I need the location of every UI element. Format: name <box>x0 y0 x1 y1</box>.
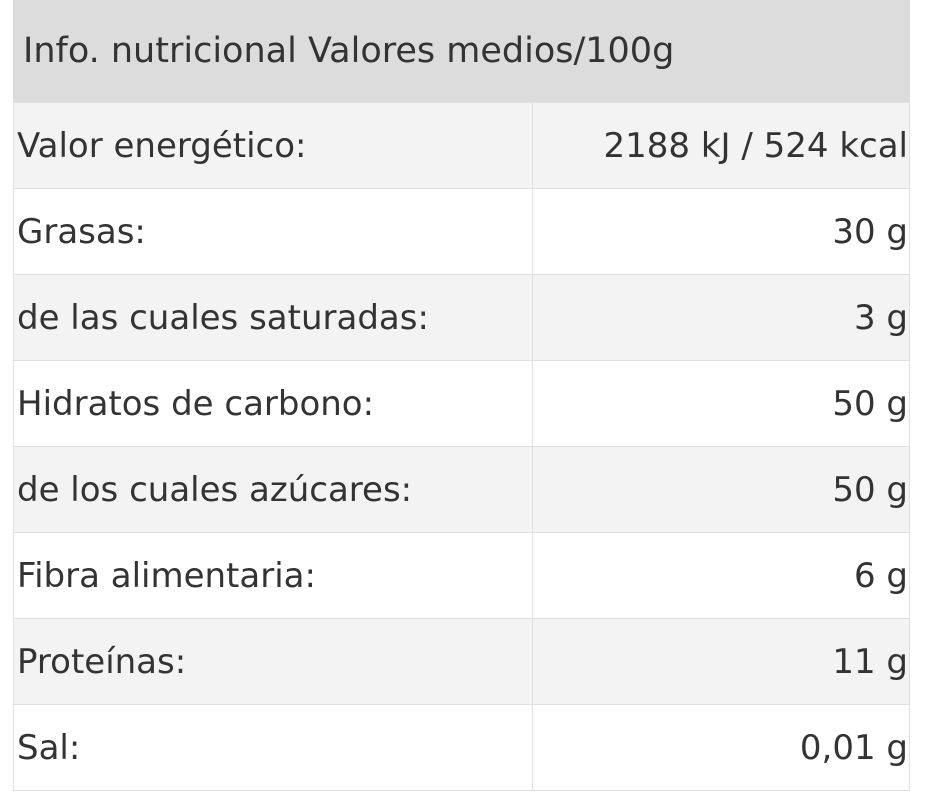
nutrient-value: 6 g <box>532 532 910 619</box>
nutrient-value: 50 g <box>532 446 910 533</box>
nutrient-value: 30 g <box>532 188 910 275</box>
table-row: Sal: 0,01 g <box>13 704 910 791</box>
table-row: Valor energético: 2188 kJ / 524 kcal <box>13 102 910 189</box>
nutrient-value: 11 g <box>532 618 910 705</box>
nutrient-value: 50 g <box>532 360 910 447</box>
nutrition-table: Info. nutricional Valores medios/100g Va… <box>13 0 910 791</box>
table-row: Grasas: 30 g <box>13 188 910 275</box>
table-row: Hidratos de carbono: 50 g <box>13 360 910 447</box>
nutrient-label: Sal: <box>13 704 533 791</box>
nutrient-label: Fibra alimentaria: <box>13 532 533 619</box>
nutrient-label: Hidratos de carbono: <box>13 360 533 447</box>
nutrient-value: 2188 kJ / 524 kcal <box>532 102 910 189</box>
table-row: Proteínas: 11 g <box>13 618 910 705</box>
nutrient-label: de los cuales azúcares: <box>13 446 533 533</box>
nutrient-label: Proteínas: <box>13 618 533 705</box>
table-row: de los cuales azúcares: 50 g <box>13 446 910 533</box>
nutrient-value: 0,01 g <box>532 704 910 791</box>
table-row: de las cuales saturadas: 3 g <box>13 274 910 361</box>
table: Valor energético: 2188 kJ / 524 kcal Grasa… <box>13 102 910 791</box>
nutrient-value: 3 g <box>532 274 910 361</box>
table-header: Info. nutricional Valores medios/100g <box>13 0 910 102</box>
nutrient-label: de las cuales saturadas: <box>13 274 533 361</box>
table-body: Valor energético: 2188 kJ / 524 kcal Grasa… <box>13 102 910 791</box>
nutrient-label: Valor energético: <box>13 102 533 189</box>
nutrient-label: Grasas: <box>13 188 533 275</box>
table-row: Fibra alimentaria: 6 g <box>13 532 910 619</box>
